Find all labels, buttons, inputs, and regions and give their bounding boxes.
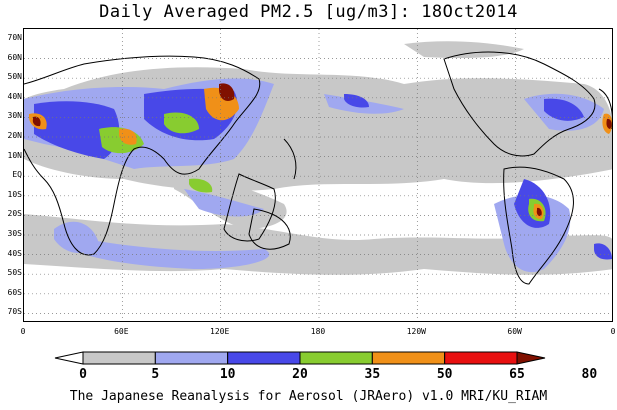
longitude-label: 120W	[406, 327, 426, 336]
longitude-label: 0	[610, 327, 616, 336]
map-panel	[23, 28, 613, 322]
colorbar-label: 65	[509, 367, 525, 382]
map-title: Daily Averaged PM2.5 [ug/m3]: 18Oct2014	[99, 2, 518, 22]
colorbar-label: 10	[219, 367, 236, 382]
grid-lines	[24, 29, 612, 321]
longitude-label: 60W	[507, 327, 522, 336]
concentration-field	[24, 41, 612, 275]
latitude-label: 70S	[7, 307, 22, 317]
latitude-label: 60S	[7, 287, 22, 297]
longitude-label: 60E	[114, 327, 129, 336]
credit-line: The Japanese Reanalysis for Aerosol (JRA…	[69, 389, 548, 404]
latitude-label: 40N	[7, 91, 22, 101]
colorbar-label: 80	[581, 367, 598, 382]
colorbar-segment	[516, 351, 546, 365]
coastlines	[24, 51, 612, 285]
colorbar-segment	[227, 351, 301, 365]
colorbar-segment	[82, 351, 156, 365]
colorbar-segment	[444, 351, 518, 365]
latitude-label: 30S	[7, 229, 22, 238]
colorbar-segment	[54, 351, 84, 365]
longitude-label: 0	[20, 327, 26, 336]
colorbar-label: 5	[151, 367, 160, 382]
latitude-label: 10N	[7, 150, 22, 160]
latitude-label: 40S	[7, 248, 22, 258]
latitude-label: 50S	[7, 268, 22, 278]
latitude-label: 20N	[7, 131, 22, 140]
latitude-label: 60N	[7, 52, 22, 62]
latitude-label: 70N	[7, 33, 22, 42]
colorbar-label: 20	[292, 367, 308, 382]
colorbar-label: 50	[436, 367, 453, 382]
colorbar-label: 0	[79, 367, 87, 382]
colorbar-segment	[371, 351, 446, 365]
pm25-concentration-map	[24, 29, 612, 321]
longitude-label: 120E	[210, 327, 230, 336]
colorbar-label: 35	[364, 367, 381, 382]
latitude-label: 10S	[7, 189, 22, 199]
latitude-label: 50N	[7, 72, 22, 82]
colorbar-segment	[299, 351, 373, 365]
latitude-label: 20S	[7, 209, 22, 219]
latitude-label: 30N	[7, 111, 22, 121]
longitude-label: 180	[310, 327, 326, 336]
colorbar-segment	[154, 351, 229, 365]
latitude-label: EQ	[12, 170, 22, 180]
